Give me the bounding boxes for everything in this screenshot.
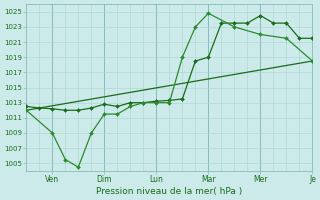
X-axis label: Pression niveau de la mer( hPa ): Pression niveau de la mer( hPa ) <box>96 187 243 196</box>
